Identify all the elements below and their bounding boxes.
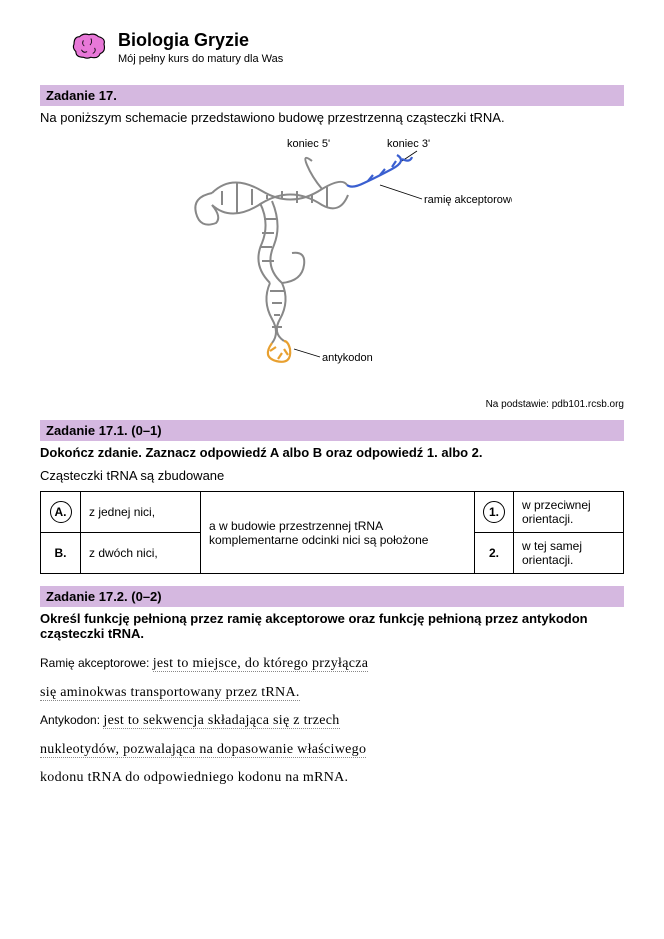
diagram-source: Na podstawie: pdb101.rcsb.org (40, 399, 624, 410)
opt-B-text: z dwóch nici, (81, 533, 201, 574)
cell-1[interactable]: 1. (475, 492, 514, 533)
acceptor-line2: się aminokwas transportowany przez tRNA. (40, 680, 624, 707)
label-5prime: koniec 5' (287, 138, 330, 150)
choice-2: 2. (483, 546, 505, 560)
brain-icon (70, 31, 108, 64)
choice-B: B. (50, 546, 72, 560)
site-title: Biologia Gryzie (118, 30, 283, 51)
label-3prime: koniec 3' (387, 138, 430, 150)
task17-intro: Na poniższym schemacie przedstawiono bud… (40, 110, 624, 125)
task171-instr: Dokończ zdanie. Zaznacz odpowiedź A albo… (40, 445, 624, 460)
task172-bar: Zadanie 17.2. (0–2) (40, 586, 624, 607)
label-acceptor: ramię akceptorowe (424, 194, 512, 206)
opt-1-text: w przeciwnej orientacji. (514, 492, 624, 533)
task17-bar: Zadanie 17. (40, 85, 624, 106)
site-subtitle: Mój pełny kurs do matury dla Was (118, 53, 283, 65)
page-header: Biologia Gryzie Mój pełny kurs do matury… (40, 30, 624, 65)
choice-table: A. z jednej nici, a w budowie przestrzen… (40, 491, 624, 574)
anticodon-ans-2: nukleotydów, pozwalająca na dopasowanie … (40, 742, 366, 758)
anticodon-ans-3: kodonu tRNA do odpowiedniego kodonu na m… (40, 770, 348, 785)
task172-instr: Określ funkcję pełnioną przez ramię akce… (40, 611, 624, 641)
answer-block: Ramię akceptorowe: jest to miejsce, do k… (40, 651, 624, 792)
cell-B[interactable]: B. (41, 533, 81, 574)
acceptor-ans-1: jest to miejsce, do którego przyłącza (153, 656, 369, 672)
opt-A-text: z jednej nici, (81, 492, 201, 533)
choice-A-circled: A. (50, 501, 72, 523)
anticodon-ans-1: jest to sekwencja składająca się z trzec… (103, 713, 339, 729)
anticodon-line3: kodonu tRNA do odpowiedniego kodonu na m… (40, 765, 624, 792)
acceptor-ans-2: się aminokwas transportowany przez tRNA. (40, 685, 300, 701)
choice-1-circled: 1. (483, 501, 505, 523)
anticodon-line2: nukleotydów, pozwalająca na dopasowanie … (40, 737, 624, 764)
anticodon-line1: Antykodon: jest to sekwencja składająca … (40, 708, 624, 735)
opt-2-text: w tej samej orientacji. (514, 533, 624, 574)
middle-text: a w budowie przestrzennej tRNA komplemen… (201, 492, 475, 574)
task171-stem: Cząsteczki tRNA są zbudowane (40, 468, 624, 483)
trna-diagram: koniec 5' koniec 3' ramię akceptorowe an… (40, 133, 624, 393)
task171-bar: Zadanie 17.1. (0–1) (40, 420, 624, 441)
label-anticodon: antykodon (322, 352, 373, 364)
acceptor-line1: Ramię akceptorowe: jest to miejsce, do k… (40, 651, 624, 678)
acceptor-label: Ramię akceptorowe: (40, 656, 153, 670)
cell-A[interactable]: A. (41, 492, 81, 533)
cell-2[interactable]: 2. (475, 533, 514, 574)
anticodon-label: Antykodon: (40, 713, 103, 727)
header-text: Biologia Gryzie Mój pełny kurs do matury… (118, 30, 283, 65)
